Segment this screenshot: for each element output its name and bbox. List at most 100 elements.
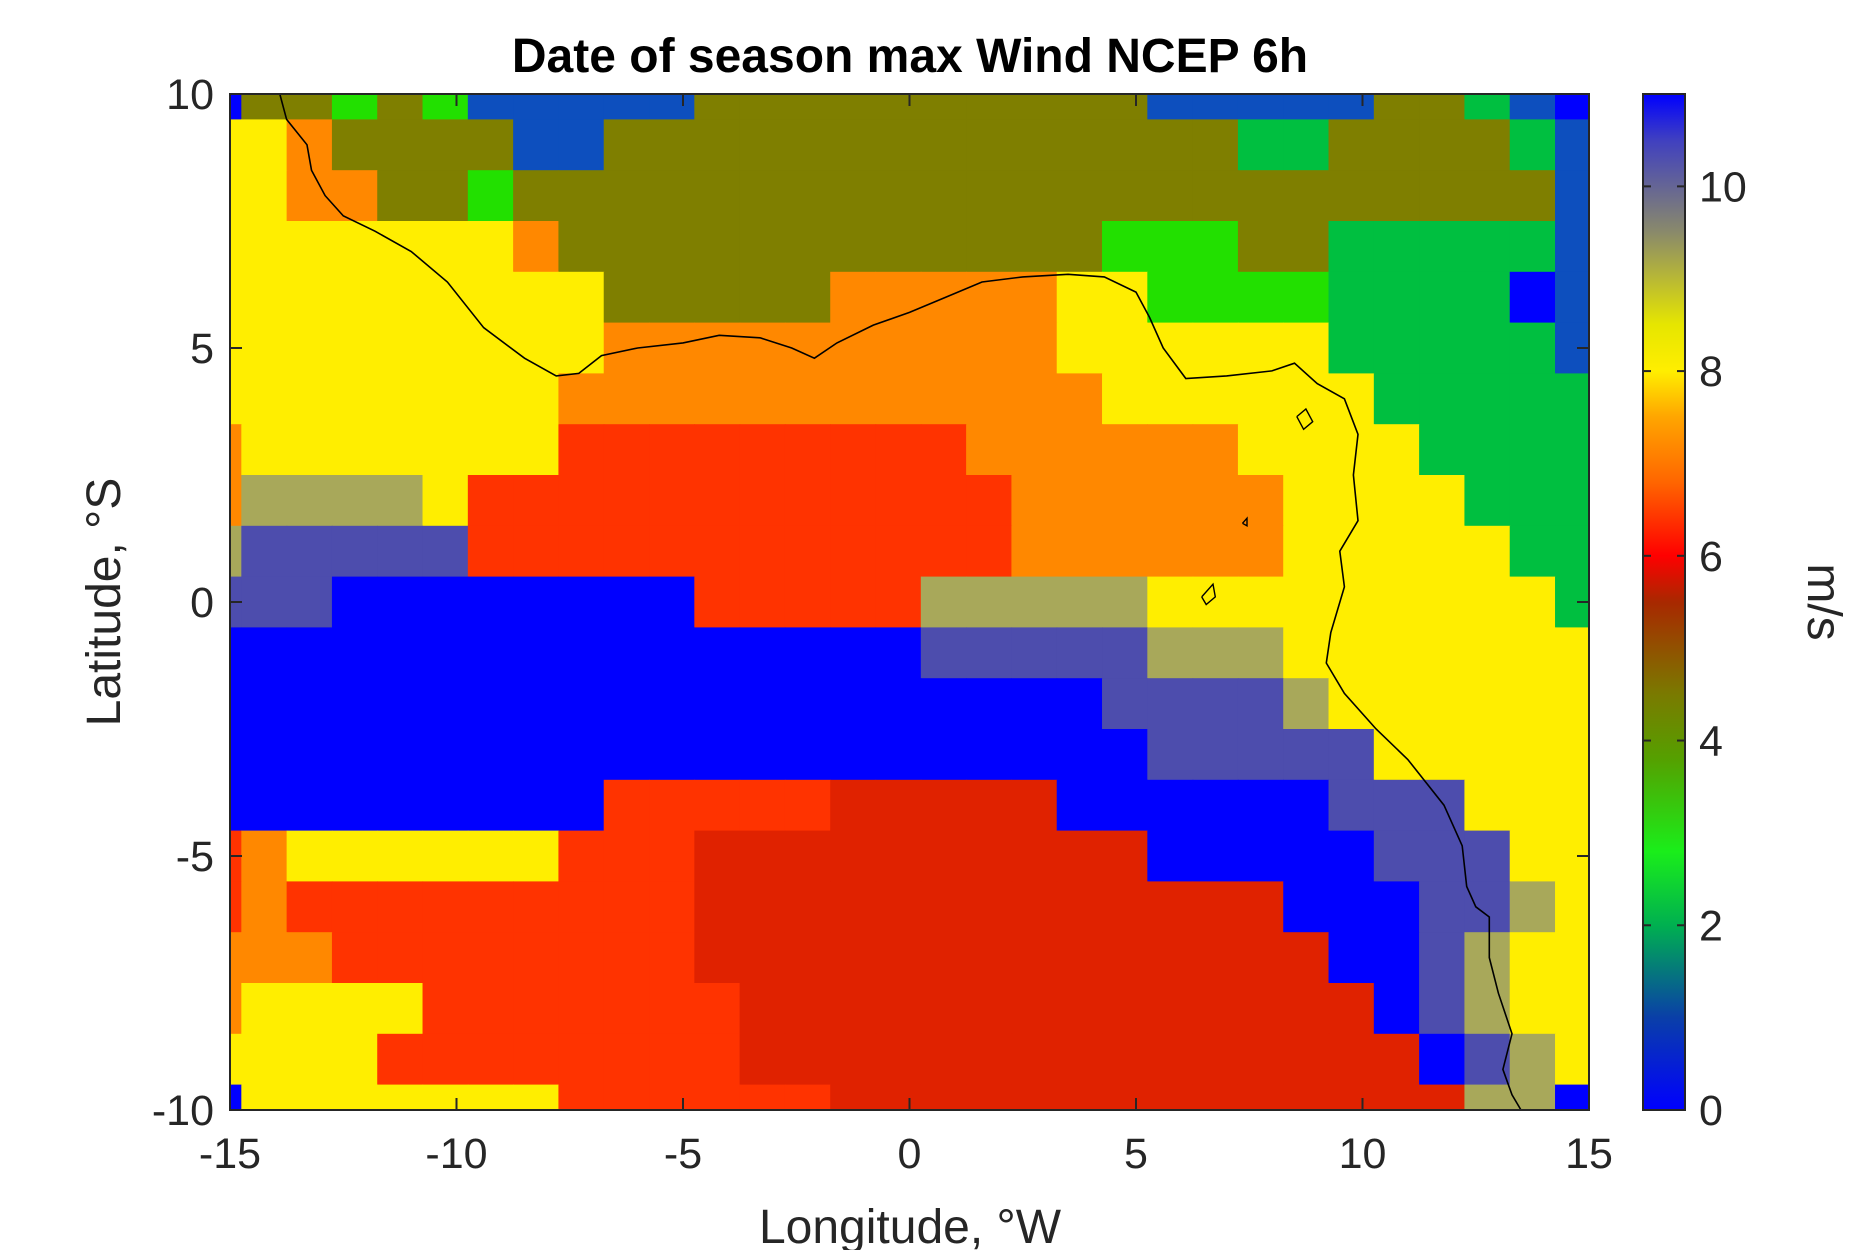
heatmap-cell bbox=[1283, 729, 1330, 781]
heatmap-cell bbox=[1555, 373, 1590, 425]
heatmap-cell bbox=[467, 322, 514, 374]
heatmap-cell bbox=[603, 881, 650, 933]
heatmap-cell bbox=[1328, 729, 1375, 781]
heatmap-cell bbox=[1147, 729, 1194, 781]
heatmap-cell bbox=[1283, 322, 1330, 374]
heatmap-cell bbox=[1509, 525, 1556, 578]
chart-title: Date of season max Wind NCEP 6h bbox=[512, 30, 1308, 83]
colorbar-ticks: 0 2 4 6 8 10 bbox=[1643, 163, 1747, 1135]
heatmap-cell bbox=[331, 779, 378, 832]
heatmap-cell bbox=[920, 322, 967, 374]
heatmap-cell bbox=[1192, 678, 1239, 730]
heatmap-cell bbox=[1283, 881, 1330, 933]
heatmap-cell bbox=[966, 322, 1013, 374]
heatmap-cell bbox=[603, 271, 650, 324]
heatmap-cell bbox=[1147, 373, 1194, 425]
heatmap-cell bbox=[1147, 170, 1194, 222]
heatmap-cell bbox=[694, 983, 741, 1035]
heatmap-cell bbox=[603, 779, 650, 832]
heatmap-cell bbox=[1283, 779, 1330, 832]
heatmap-cell bbox=[1192, 119, 1239, 171]
heatmap-cell bbox=[603, 627, 650, 679]
heatmap-cell bbox=[1056, 475, 1103, 527]
heatmap-cell bbox=[1464, 881, 1511, 933]
heatmap-cell bbox=[784, 221, 831, 273]
heatmap-cell bbox=[649, 1084, 695, 1111]
heatmap-cell bbox=[1419, 729, 1466, 781]
heatmap-cell bbox=[377, 729, 424, 781]
heatmap-cell bbox=[467, 678, 514, 730]
heatmap-cell bbox=[1056, 932, 1103, 984]
heatmap-cell bbox=[467, 729, 514, 781]
heatmap-cell bbox=[241, 373, 288, 425]
heatmap-cell bbox=[1328, 1033, 1375, 1086]
heatmap-cell bbox=[1419, 779, 1466, 832]
heatmap-cell bbox=[331, 475, 378, 527]
heatmap-cell bbox=[230, 119, 242, 171]
heatmap-cell bbox=[513, 830, 560, 882]
heatmap-cell bbox=[966, 983, 1013, 1035]
heatmap-cell bbox=[1056, 271, 1103, 324]
island-outline bbox=[1201, 582, 1217, 606]
heatmap-cell bbox=[830, 221, 877, 273]
heatmap-cell bbox=[1102, 94, 1148, 120]
heatmap-cell bbox=[1555, 983, 1590, 1035]
heatmap-cell bbox=[241, 170, 288, 222]
heatmap-cell bbox=[739, 525, 786, 578]
heatmap-cell bbox=[230, 271, 242, 324]
heatmap-cell bbox=[603, 983, 650, 1035]
heatmap-cell bbox=[1419, 221, 1466, 273]
heatmap-cell bbox=[331, 170, 378, 222]
heatmap-cell bbox=[286, 576, 333, 628]
heatmap-cell bbox=[1328, 678, 1375, 730]
colorbar-tick-label: 8 bbox=[1699, 348, 1723, 396]
heatmap-cell bbox=[422, 525, 469, 578]
heatmap-cell bbox=[1555, 221, 1590, 273]
heatmap-cell bbox=[230, 221, 242, 273]
heatmap-cell bbox=[467, 1033, 514, 1086]
heatmap-cell bbox=[331, 627, 378, 679]
coastline-line bbox=[279, 93, 1522, 1111]
heatmap-cell bbox=[1147, 119, 1194, 171]
heatmap-cell bbox=[966, 678, 1013, 730]
heatmap-cell bbox=[1509, 576, 1556, 628]
heatmap-cell bbox=[467, 525, 514, 578]
heatmap-cell bbox=[1464, 271, 1511, 324]
heatmap-cell bbox=[1509, 373, 1556, 425]
heatmap-cell bbox=[513, 322, 560, 374]
heatmap-cell bbox=[1056, 170, 1103, 222]
heatmap-cell bbox=[331, 729, 378, 781]
heatmap-cell bbox=[694, 932, 741, 984]
heatmap-cell bbox=[966, 576, 1013, 628]
heatmap-cell bbox=[1373, 881, 1420, 933]
heatmap-cell bbox=[513, 475, 560, 527]
heatmap-cell bbox=[739, 221, 786, 273]
heatmap-cell bbox=[1555, 1084, 1590, 1111]
heatmap-cell bbox=[1147, 779, 1194, 832]
heatmap-cell bbox=[467, 932, 514, 984]
heatmap-cell bbox=[513, 627, 560, 679]
heatmap-cell bbox=[286, 830, 333, 882]
heatmap-cell bbox=[1237, 525, 1284, 578]
heatmap-cell bbox=[1419, 1084, 1466, 1111]
heatmap-cell bbox=[467, 424, 514, 476]
heatmap-cell bbox=[694, 729, 741, 781]
heatmap-cell bbox=[739, 881, 786, 933]
heatmap-cell bbox=[1373, 119, 1420, 171]
heatmap-cell bbox=[1283, 627, 1330, 679]
heatmap-cell bbox=[920, 373, 967, 425]
heatmap-cell bbox=[1192, 881, 1239, 933]
heatmap-cell bbox=[830, 119, 877, 171]
heatmap-cell bbox=[875, 779, 922, 832]
heatmap-cell bbox=[1192, 830, 1239, 882]
heatmap-cell bbox=[739, 373, 786, 425]
heatmap-cell bbox=[241, 221, 288, 273]
y-tick-label: 0 bbox=[190, 579, 214, 627]
heatmap-cell bbox=[1464, 678, 1511, 730]
heatmap-cell bbox=[739, 779, 786, 832]
heatmap-cell bbox=[739, 576, 786, 628]
heatmap-cell bbox=[739, 322, 786, 374]
heatmap-cell bbox=[1237, 779, 1284, 832]
heatmap-cell bbox=[241, 271, 288, 324]
